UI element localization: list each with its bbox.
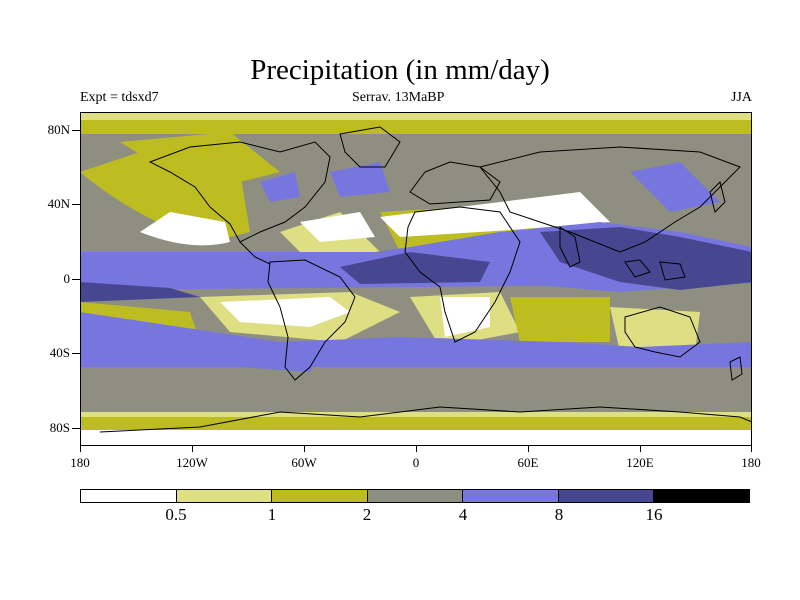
period-label: Serrav. 13MaBP (352, 90, 445, 105)
colorbar-segment (463, 490, 559, 502)
lon-label-60w: 60W (291, 455, 317, 470)
colorbar-label: 4 (458, 505, 468, 524)
lat-label-40s: 40S (49, 345, 70, 360)
lon-label-0: 0 (412, 455, 420, 470)
lon-label-60e: 60E (517, 455, 539, 470)
colorbar-label: 2 (362, 505, 372, 524)
colorbar-label: 1 (267, 505, 277, 524)
precip-fields (80, 112, 752, 446)
coastlines (99, 126, 752, 433)
map-canvas (80, 112, 752, 446)
experiment-label: Expt = tdsxd7 (80, 90, 159, 105)
lon-label-180w: 180 (70, 455, 90, 470)
colorbar-segment (176, 490, 273, 502)
lon-label-120e: 120E (626, 455, 654, 470)
lon-label-180e: 180 (741, 455, 761, 470)
colorbar-segment (367, 490, 464, 502)
colorbar-segment (558, 490, 655, 502)
colorbar-segment (654, 490, 750, 502)
colorbar-label: 8 (554, 505, 564, 524)
lat-label-80n: 80N (47, 122, 70, 137)
season-label: JJA (730, 90, 752, 105)
colorbar-label: 16 (645, 505, 663, 524)
precipitation-map (80, 112, 752, 446)
colorbar-label: 0.5 (165, 505, 187, 524)
lat-label-0: 0 (63, 271, 71, 286)
colorbar-segment (272, 490, 368, 502)
chart-title: Precipitation (in mm/day) (250, 54, 550, 86)
lon-label-120w: 120W (176, 455, 208, 470)
colorbar (80, 489, 750, 503)
lat-label-40n: 40N (47, 196, 70, 211)
colorbar-segment (81, 490, 177, 502)
lat-label-80s: 80S (49, 420, 70, 435)
